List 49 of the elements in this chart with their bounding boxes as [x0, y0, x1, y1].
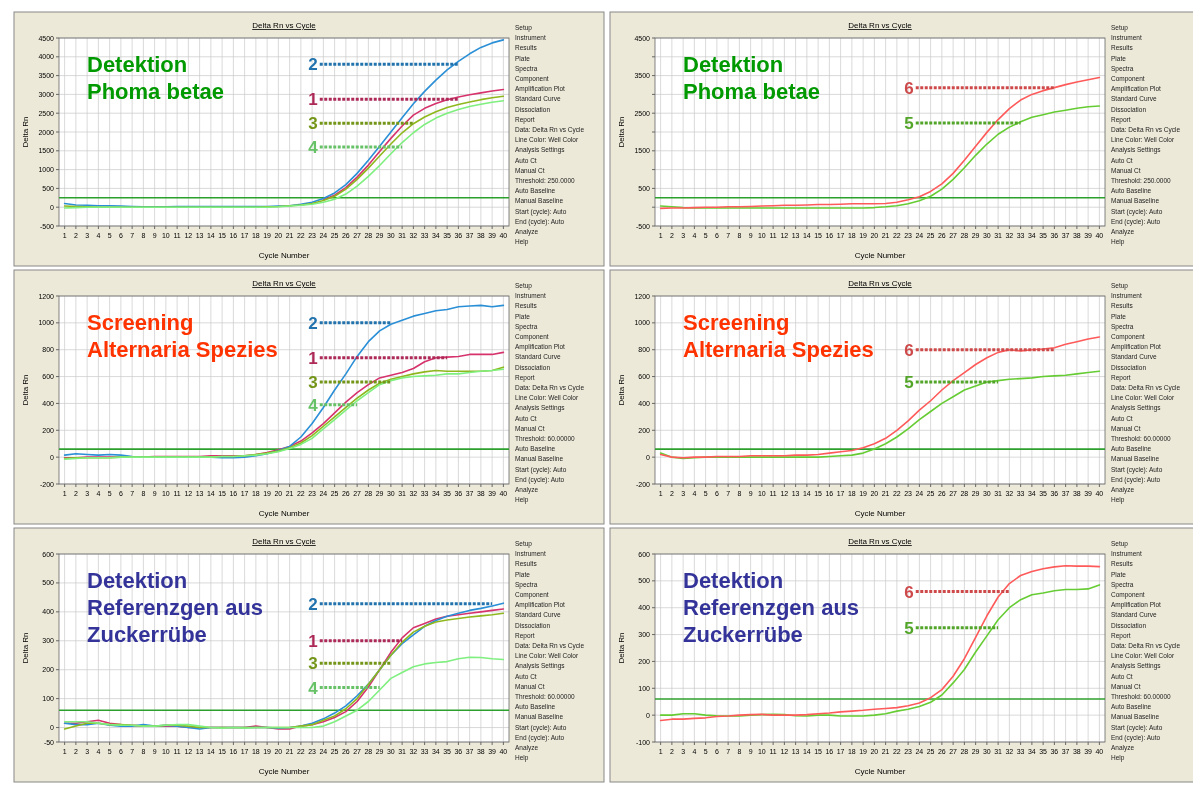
- annotation: 4: [308, 395, 319, 415]
- line-series: [659, 105, 1101, 209]
- annotation: 3: [308, 654, 318, 674]
- y-axis-title: Delta Rn: [21, 632, 30, 664]
- annotation: 6: [904, 78, 914, 98]
- y-axis-title: Delta Rn: [617, 374, 626, 406]
- annotation: 3: [308, 114, 318, 134]
- line-series: [659, 565, 1101, 722]
- annotation: 6: [904, 582, 914, 602]
- text: Detektion Referenzgen aus Zuckerrübe: [683, 568, 860, 647]
- chart-title: Delta Rn vs Cycle: [848, 279, 913, 288]
- annotation: 2: [308, 594, 318, 614]
- text: Detektion Referenzgen aus Zuckerrübe: [87, 568, 264, 647]
- chart-title: Delta Rn vs Cycle: [848, 537, 913, 546]
- annotation: 4: [308, 138, 319, 158]
- annotation: 6: [904, 340, 914, 360]
- x-axis-title: Cycle Number: [258, 251, 310, 260]
- annotation: 5: [904, 372, 914, 392]
- text: Screening Alternaria Spezies: [87, 310, 278, 362]
- annotation: 4: [308, 678, 319, 698]
- x-axis-title: Cycle Number: [854, 251, 906, 260]
- x-axis-title: Cycle Number: [854, 767, 906, 776]
- line-series: [63, 656, 505, 729]
- line-series: [659, 370, 1101, 460]
- x-axis-title: Cycle Number: [258, 767, 310, 776]
- annotation: 3: [308, 372, 318, 392]
- x-axis-title: Cycle Number: [854, 509, 906, 518]
- text: Screening Alternaria Spezies: [683, 310, 874, 362]
- line-series: [659, 76, 1101, 210]
- x-axis-title: Cycle Number: [258, 509, 310, 518]
- y-axis-title: Delta Rn: [21, 374, 30, 406]
- annotation: 1: [308, 90, 318, 110]
- annotation: 2: [308, 313, 318, 333]
- text: Detektion Phoma betae: [683, 52, 820, 104]
- y-axis-title: Delta Rn: [21, 116, 30, 148]
- line-series: [659, 336, 1101, 459]
- line-series: [322, 88, 505, 201]
- y-axis-title: Delta Rn: [617, 116, 626, 148]
- chart-title: Delta Rn vs Cycle: [848, 21, 913, 30]
- annotation: 2: [308, 55, 318, 75]
- y-axis-title: Delta Rn: [617, 632, 626, 664]
- annotation: 1: [308, 348, 318, 368]
- chart-title: Delta Rn vs Cycle: [252, 21, 317, 30]
- text: Detektion Phoma betae: [87, 52, 224, 104]
- annotation: 5: [904, 113, 914, 133]
- annotation: 1: [308, 631, 318, 651]
- chart-title: Delta Rn vs Cycle: [252, 279, 317, 288]
- chart-title: Delta Rn vs Cycle: [252, 537, 317, 546]
- annotation: 5: [904, 618, 914, 638]
